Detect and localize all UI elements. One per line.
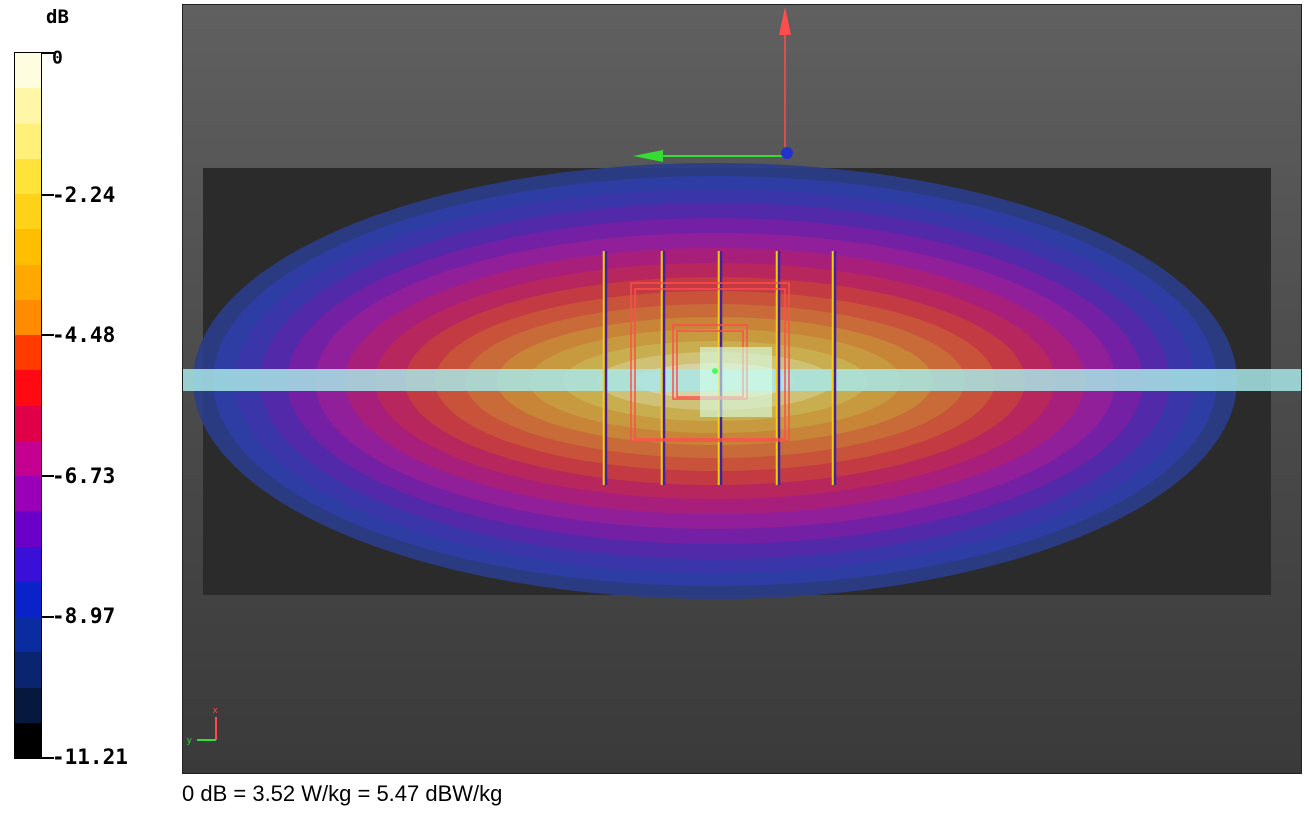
origin-sphere-icon — [781, 147, 793, 159]
colorbar-legend: dB 0 -2.24 -4.48 -6.73 -8.97 -11.21 — [0, 0, 180, 780]
colorbar-band — [15, 299, 41, 335]
triad-x-label: x — [213, 705, 218, 715]
colorbar-band — [15, 158, 41, 194]
colorbar-tick — [42, 334, 54, 336]
colorbar-band — [15, 722, 41, 758]
colorbar-unit: dB — [46, 6, 69, 28]
colorbar-band — [15, 687, 41, 723]
area-scan-frame — [634, 288, 786, 440]
sar-scene: x y — [183, 7, 1301, 745]
orientation-triad-icon: x y — [187, 705, 218, 745]
colorbar-band — [15, 617, 41, 653]
colorbar-tick-label: -4.48 — [52, 323, 116, 347]
colorbar-tick — [42, 194, 54, 196]
scan-volume-frames — [630, 282, 790, 442]
colorbar-band — [15, 405, 41, 441]
colorbar-tick-label: -8.97 — [52, 604, 116, 628]
3d-viewport[interactable]: x y — [182, 4, 1302, 774]
triad-y-label: y — [187, 735, 192, 745]
colorbar-tick-label: -6.73 — [52, 464, 116, 488]
colorbar-band — [15, 511, 41, 547]
colorbar-band — [15, 476, 41, 512]
colorbar-tick-label: -2.24 — [52, 183, 116, 207]
colorbar-tick — [42, 757, 54, 759]
colorbar-band — [15, 123, 41, 159]
axis-y-arrow-icon — [633, 150, 663, 162]
area-scan-frame — [630, 282, 790, 442]
colorbar-band — [15, 440, 41, 476]
colorbar-tick — [42, 475, 54, 477]
peak-marker — [712, 368, 718, 374]
colorbar-band — [15, 581, 41, 617]
colorbar-band — [15, 370, 41, 406]
colorbar-band — [15, 264, 41, 300]
colorbar-tick-label: -11.21 — [52, 745, 128, 769]
colorbar-band — [15, 652, 41, 688]
colorbar-band — [15, 88, 41, 124]
reference-note: 0 dB = 3.52 W/kg = 5.47 dBW/kg — [182, 781, 503, 806]
peak-cube — [700, 347, 772, 417]
colorbar-band — [15, 546, 41, 582]
colorbar-band — [15, 53, 41, 89]
colorbar — [14, 52, 42, 759]
colorbar-band — [15, 194, 41, 230]
colorbar-tick — [42, 616, 54, 618]
colorbar-tick-label: 0 — [52, 47, 63, 69]
colorbar-tick — [42, 52, 54, 54]
colorbar-band — [15, 335, 41, 371]
colorbar-band — [15, 229, 41, 265]
axis-z-arrow-icon — [779, 7, 791, 35]
